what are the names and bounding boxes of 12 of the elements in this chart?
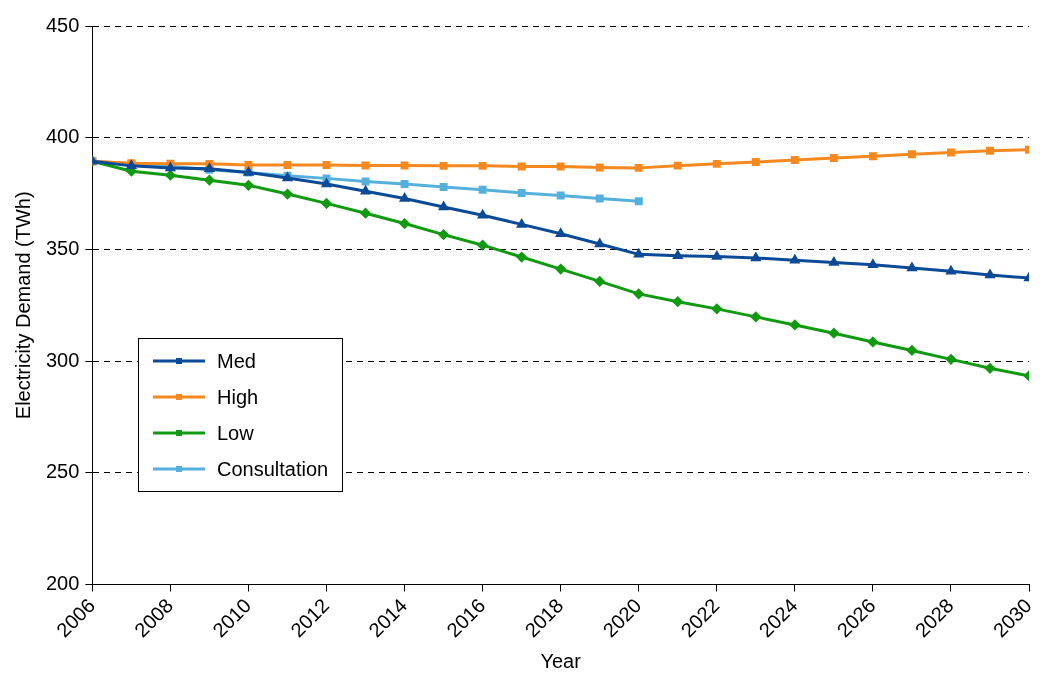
legend-label: Med bbox=[217, 349, 256, 373]
y-tick-label: 400 bbox=[45, 125, 80, 148]
y-tick-label: 250 bbox=[45, 460, 80, 483]
legend-label: Low bbox=[217, 421, 254, 445]
legend-label: High bbox=[217, 385, 259, 409]
y-tick-label: 450 bbox=[45, 13, 80, 36]
y-axis-title: Electricity Demand (TWh) bbox=[11, 191, 34, 420]
y-tick-label: 200 bbox=[45, 572, 80, 595]
legend-label: Consultation bbox=[217, 457, 329, 481]
y-tick-label: 350 bbox=[45, 236, 80, 259]
y-tick-label: 300 bbox=[45, 348, 80, 371]
x-axis-title: Year bbox=[540, 649, 582, 672]
